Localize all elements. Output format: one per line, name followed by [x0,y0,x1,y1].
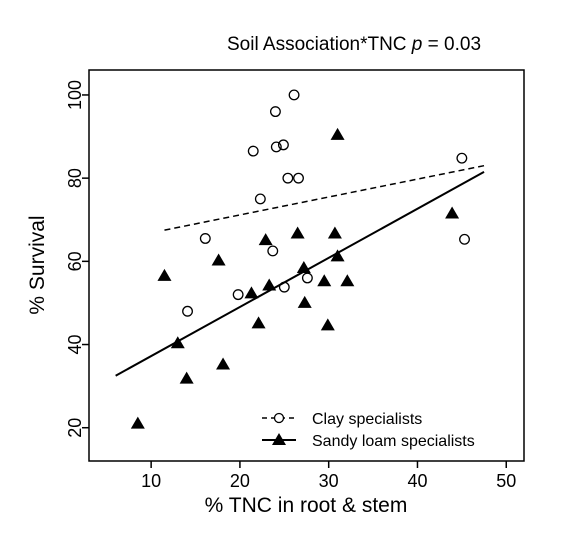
clay-point [232,289,244,301]
sandy-point [445,206,460,219]
sandy-point [330,127,345,140]
clay-point [282,172,294,184]
clay-point [247,145,259,157]
sandy-point [258,233,273,246]
sandy-point [130,416,145,429]
y-axis-label: % Survival [26,215,49,314]
chart-title: Soil Association*TNC p = 0.03 [227,34,481,55]
clay-point [301,272,313,284]
sandy-point [340,274,355,287]
sandy-point [296,260,311,273]
title-suffix: = 0.03 [422,34,481,55]
sandy-point [327,226,342,239]
clay-point [459,233,470,245]
sandy-point [320,318,335,331]
sandy-fit-line [115,171,485,377]
clay-point [278,281,290,293]
x-axis-label: % TNC in root & stem [205,494,408,517]
clay-point [288,89,300,101]
sandy-point [179,371,194,384]
sandy-point [297,295,312,308]
sandy-point [244,286,259,299]
title-prefix: Soil Association*TNC [227,34,412,55]
sandy-point [170,336,185,349]
y-tick-label: 40 [65,335,85,355]
sandy-point [157,268,172,281]
x-tick-label: 40 [407,471,427,491]
sandy-point [211,253,226,266]
sandy-point [216,357,231,370]
clay-point [456,152,468,164]
legend-label-clay: Clay specialists [312,411,422,428]
y-tick-label: 100 [65,80,85,110]
x-tick-label: 20 [230,471,250,491]
clay-point [199,233,211,244]
x-tick-label: 50 [496,471,516,491]
y-tick-label: 20 [65,418,85,438]
legend-label-sandy: Sandy loam specialists [312,433,475,450]
clay-point [293,172,304,184]
sandy-point [330,249,345,262]
y-tick-label: 80 [65,168,85,188]
legend: Clay specialists Sandy loam specialists [262,411,475,450]
sandy-point [290,226,305,239]
clay-point [270,141,282,153]
x-tick-label: 10 [141,471,161,491]
clay-point [267,245,279,257]
sandy-point [317,274,332,287]
legend-marker-clay [273,412,285,424]
title-p: p [411,34,423,55]
legend-marker-sandy [272,433,286,445]
sandy-point [262,278,277,291]
y-tick-label: 60 [65,251,85,271]
plot-frame [88,69,525,462]
clay-point [254,193,266,205]
y-axis: 20 40 60 80 100 [65,80,89,438]
clay-point [182,305,193,317]
clay-point [269,106,281,118]
sandy-point [251,316,266,329]
x-axis: 10 20 30 40 50 [141,461,516,491]
data-points [130,89,470,429]
clay-fit-line [164,164,485,231]
x-tick-label: 30 [319,471,339,491]
clay-point [277,139,289,151]
